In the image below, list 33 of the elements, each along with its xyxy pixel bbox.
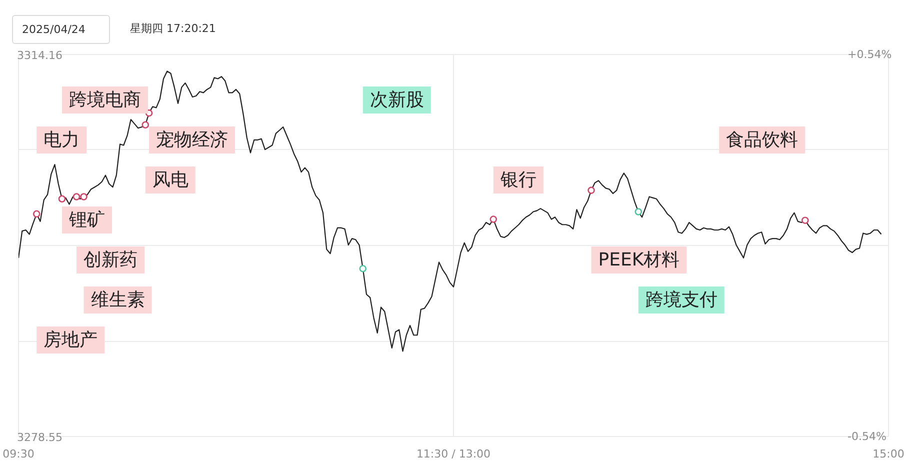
y-tick-label: 3278.55 xyxy=(17,431,63,444)
annotation: 次新股 xyxy=(370,90,424,110)
point xyxy=(58,195,66,203)
annotation: 银行 xyxy=(499,170,536,190)
annotation: 跨境支付 xyxy=(645,290,718,310)
line-series xyxy=(18,70,882,352)
point xyxy=(142,121,150,129)
point xyxy=(634,208,642,216)
annotation: 风电 xyxy=(152,170,188,190)
y2-tick-label: +0.54% xyxy=(848,48,892,61)
point xyxy=(490,216,498,223)
x-tick-label: 15:00 xyxy=(872,448,904,460)
y-tick-label: 3314.16 xyxy=(17,49,63,62)
annotation: 房地产 xyxy=(44,330,98,350)
point xyxy=(32,210,40,218)
point xyxy=(359,264,367,272)
annotation: 创新药 xyxy=(84,250,138,270)
annotation: 宠物经济 xyxy=(156,130,228,150)
x-tick-label: 09:30 xyxy=(2,448,34,460)
point xyxy=(588,186,595,194)
x-tick-label: 11:30 / 13:00 xyxy=(416,448,491,460)
point xyxy=(80,193,88,200)
annotation: PEEK材料 xyxy=(598,250,680,270)
annotation: 食品饮料 xyxy=(726,130,798,150)
point xyxy=(801,216,809,224)
annotation: 锂矿 xyxy=(68,210,105,230)
annotation: 维生素 xyxy=(90,290,145,310)
chart-title: 2025/04/24 xyxy=(12,15,110,44)
annotation: 电力 xyxy=(44,130,80,150)
annotation: 跨境电商 xyxy=(69,90,141,110)
y2-tick-label: -0.54% xyxy=(848,430,886,443)
point xyxy=(72,193,80,200)
chart-subtitle: 星期四 17:20:21 xyxy=(130,21,216,37)
